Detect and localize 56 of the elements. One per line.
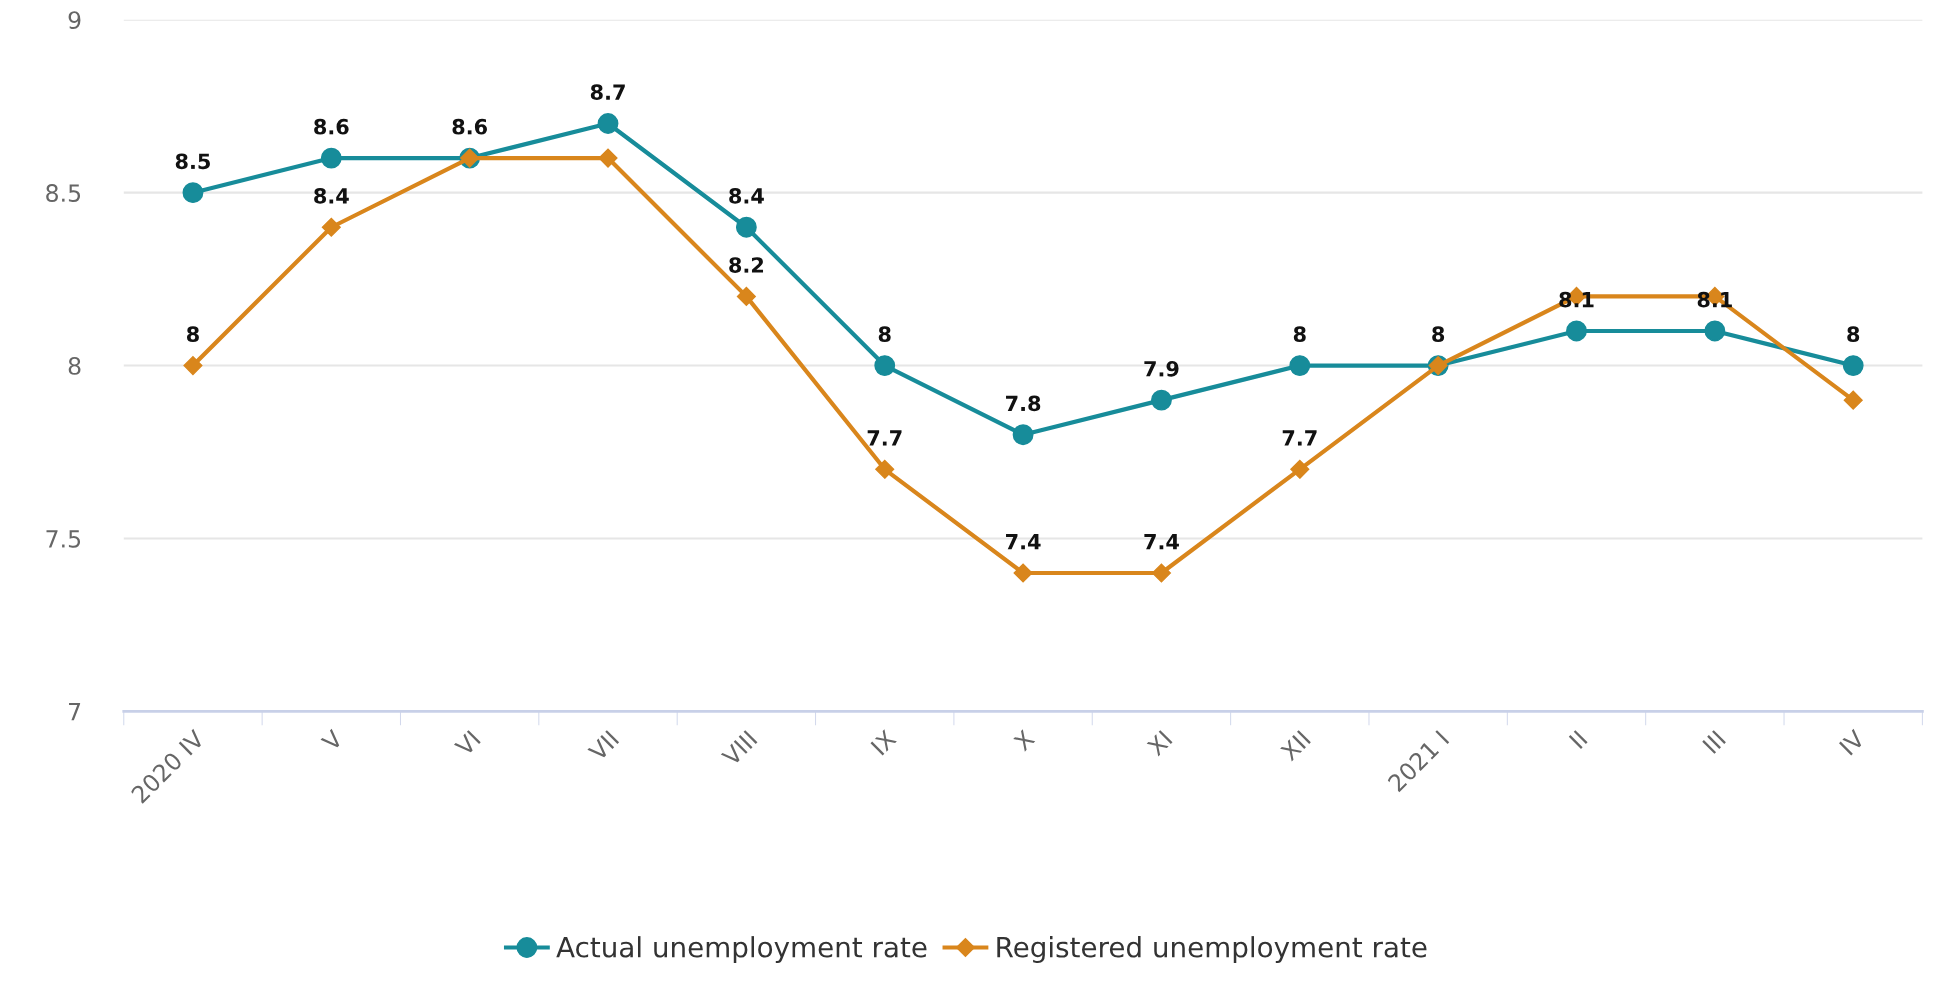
y-tick-label: 7.5 [46,530,81,548]
x-tick-label: IX [870,729,897,756]
y-tick-label: 8 [68,357,81,375]
point [321,217,341,237]
x-tick-label: XII [1279,730,1311,762]
x-tick-label: VII [587,730,620,762]
x-tick-label: V [320,728,344,752]
x-tick-label: VIII [720,730,758,767]
data-label: 8 [878,326,891,343]
point [183,356,203,376]
data-label: 8.5 [175,153,210,170]
data-label: 8.4 [314,188,349,204]
x-tick-label: XI [1146,730,1173,757]
x-tick-label: IV [1839,728,1866,756]
point [598,148,618,168]
data-label: 8.4 [729,188,764,204]
point [1012,424,1034,446]
data-label: 7.7 [867,430,902,446]
y-tick-label: 8.5 [46,184,81,202]
point [182,182,204,204]
legend-label: Registered unemployment rate [997,936,1427,963]
x-tick-label: VI [453,730,481,757]
data-label: 8.6 [452,118,487,135]
point [1704,320,1726,342]
point [1151,563,1171,583]
data-label: 7.9 [1144,360,1179,377]
data-label: 8 [186,326,199,343]
point [1566,320,1587,342]
point [735,216,757,238]
data-label: 7.4 [1006,534,1041,550]
data-label: 8 [1293,326,1306,343]
data-label: 8.6 [314,118,349,135]
x-tick-label: X [1012,729,1036,752]
data-label: 8 [1847,326,1860,343]
data-label: 7.8 [1006,395,1041,412]
y-tick-label: 9 [68,11,81,30]
legend-label: Actual unemployment rate [556,936,927,963]
x-tick-label: II [1568,730,1588,749]
data-label: 8.7 [590,84,625,101]
point [1843,390,1863,410]
data-label: 7.4 [1144,534,1179,550]
point [320,147,342,169]
point [1013,563,1033,583]
x-tick-label: III [1702,730,1726,754]
y-tick-label: 7 [69,703,81,721]
point [736,286,756,306]
point [1290,459,1310,479]
point [1151,389,1172,411]
point [875,459,895,479]
point [597,113,619,134]
point [1289,355,1311,376]
point [1842,355,1864,376]
data-label: 8 [1432,326,1445,343]
data-label: 8.2 [729,257,764,273]
data-label: 7.7 [1282,430,1317,446]
point [874,355,896,376]
